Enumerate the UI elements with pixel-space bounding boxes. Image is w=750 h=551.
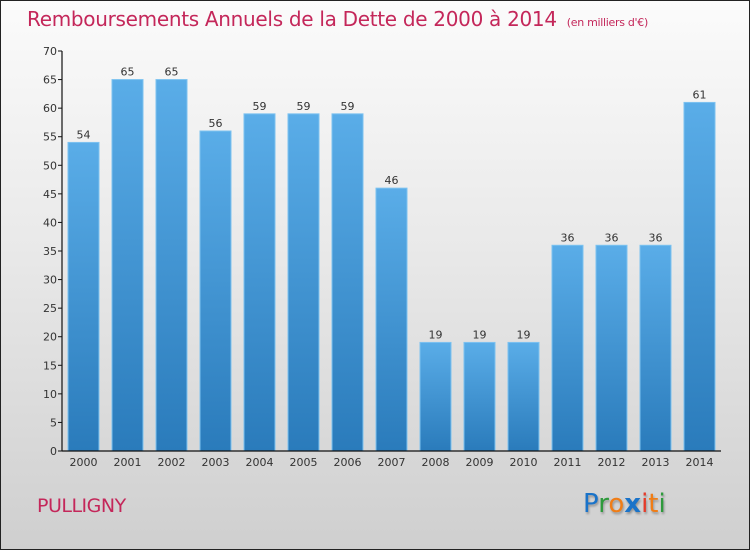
data-label-2013: 36 [649, 231, 663, 244]
x-tick-label-2009: 2009 [466, 456, 494, 469]
data-label-2006: 59 [341, 100, 355, 113]
bar-2003 [199, 130, 232, 452]
x-tick-label-2013: 2013 [642, 456, 670, 469]
y-tick-label-20: 20 [43, 331, 57, 344]
x-axis: 2000 2001 2002 2003 2004 2005 2006 2007 2008 2009… [62, 450, 721, 469]
bar-2013 [639, 244, 672, 452]
x-tick-label-2001: 2001 [114, 456, 142, 469]
data-label-2009: 19 [473, 328, 487, 341]
x-tick-label-2000: 2000 [70, 456, 98, 469]
bar-2006 [331, 113, 364, 452]
data-label-2002: 65 [165, 66, 179, 79]
logo-letter: t [648, 489, 659, 519]
data-label-2010: 19 [517, 328, 531, 341]
y-tick-label-15: 15 [43, 359, 57, 372]
x-tick-label-2014: 2014 [686, 456, 714, 469]
chart-subtitle: (en milliers d'€) [566, 16, 648, 29]
y-tick-label-10: 10 [43, 388, 57, 401]
bar-2002 [155, 79, 188, 452]
data-label-2003: 56 [209, 117, 223, 130]
bar-2014 [683, 101, 716, 452]
logo-letter: x [624, 489, 642, 519]
x-tick-label-2004: 2004 [246, 456, 274, 469]
bar-2000 [67, 141, 100, 452]
chart-title: Remboursements Annuels de la Dette de 20… [27, 7, 648, 31]
y-tick-label-60: 60 [43, 102, 57, 115]
bar-2011 [551, 244, 584, 452]
bar-2007 [375, 187, 408, 452]
data-label-2001: 65 [121, 66, 135, 79]
bar-2010 [507, 341, 540, 452]
chart-title-text: Remboursements Annuels de la Dette de 20… [27, 7, 557, 31]
y-tick-label-25: 25 [43, 302, 57, 315]
x-tick-label-2003: 2003 [202, 456, 230, 469]
data-label-2014: 61 [693, 88, 707, 101]
x-tick-label-2005: 2005 [290, 456, 318, 469]
y-tick-label-50: 50 [43, 159, 57, 172]
bar-2012 [595, 244, 628, 452]
x-tick-label-2006: 2006 [334, 456, 362, 469]
x-tick-label-2012: 2012 [598, 456, 626, 469]
bar-2001 [111, 79, 144, 452]
x-tick-label-2008: 2008 [422, 456, 450, 469]
data-label-2005: 59 [297, 100, 311, 113]
logo-letter: i [641, 489, 649, 519]
y-tick-label-0: 0 [50, 445, 57, 458]
data-label-2008: 19 [429, 328, 443, 341]
y-tick-label-5: 5 [50, 416, 57, 429]
data-label-2011: 36 [561, 231, 575, 244]
data-label-2012: 36 [605, 231, 619, 244]
logo-letter: i [658, 489, 666, 519]
bars-group [67, 79, 716, 452]
x-tick-label-2002: 2002 [158, 456, 186, 469]
data-label-2007: 46 [385, 174, 399, 187]
y-tick-label-55: 55 [43, 131, 57, 144]
data-label-2004: 59 [253, 100, 267, 113]
proxiti-logo[interactable]: Proxiti [583, 489, 666, 519]
y-tick-label-30: 30 [43, 274, 57, 287]
logo-letter: P [583, 489, 599, 519]
x-tick-label-2010: 2010 [510, 456, 538, 469]
x-tick-label-2011: 2011 [554, 456, 582, 469]
y-tick-label-40: 40 [43, 216, 57, 229]
bar-2008 [419, 341, 452, 452]
data-label-2000: 54 [77, 128, 91, 141]
data-labels-group: 54 65 65 56 59 59 59 46 19 19 19 36 36 36 61 [77, 66, 707, 342]
y-tick-label-65: 65 [43, 74, 57, 87]
y-tick-label-70: 70 [43, 45, 57, 58]
bar-2009 [463, 341, 496, 452]
logo-letter: r [598, 489, 609, 519]
logo-letter: o [608, 489, 625, 519]
x-tick-label-2007: 2007 [378, 456, 406, 469]
y-tick-label-45: 45 [43, 188, 57, 201]
y-axis: 0 5 10 15 20 25 30 35 40 45 50 55 60 65 70 [43, 45, 63, 458]
bar-2004 [243, 113, 276, 452]
y-tick-label-35: 35 [43, 245, 57, 258]
town-name: PULLIGNY [37, 495, 126, 517]
bar-2005 [287, 113, 320, 452]
